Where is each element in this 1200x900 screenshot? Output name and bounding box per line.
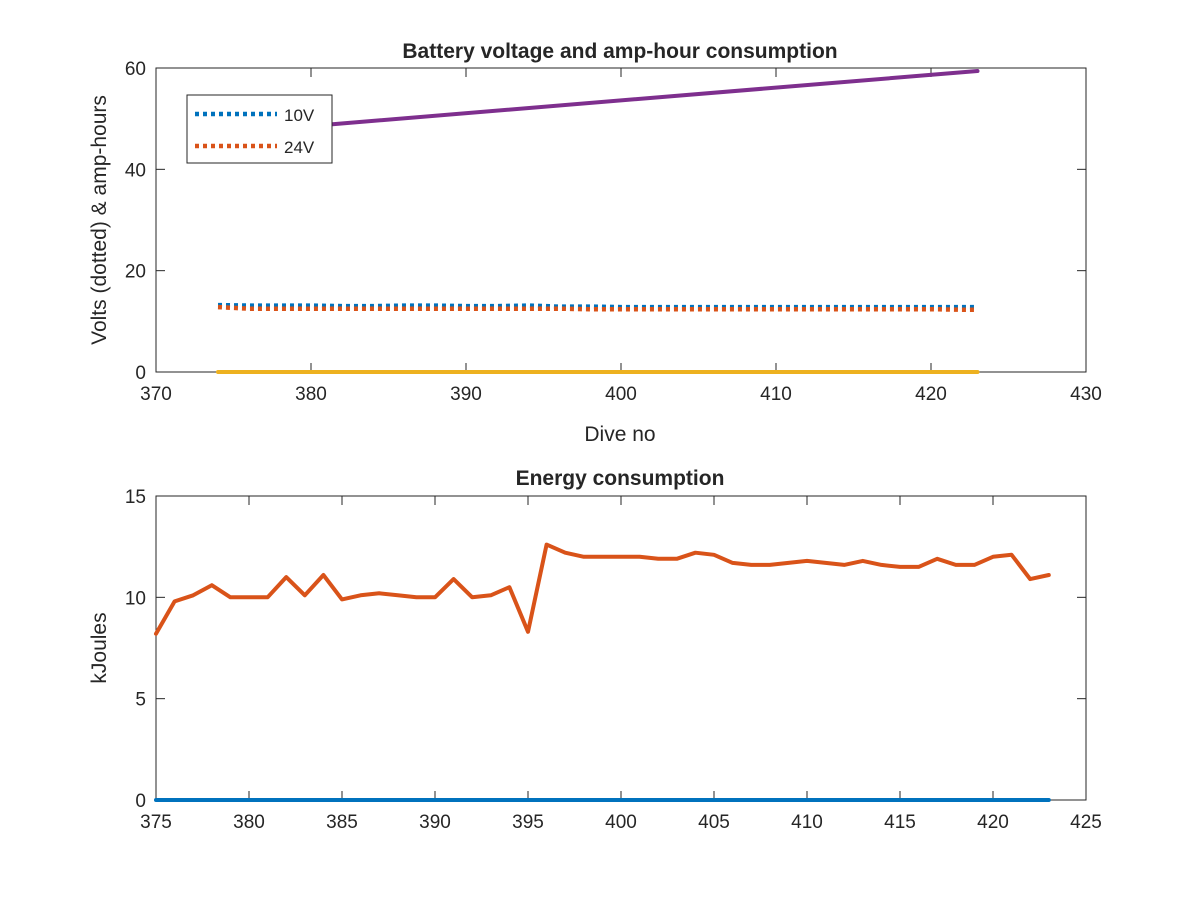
legend-label: 10V bbox=[284, 106, 315, 125]
legend-label: 24V bbox=[284, 138, 315, 157]
x-tick-label: 410 bbox=[760, 384, 792, 405]
y-axis-label: Volts (dotted) & amp-hours bbox=[88, 95, 111, 345]
x-tick-label: 430 bbox=[1070, 384, 1102, 405]
x-tick-label: 415 bbox=[884, 812, 916, 833]
x-tick-label: 375 bbox=[140, 812, 172, 833]
y-tick-label: 20 bbox=[125, 262, 146, 283]
battery-voltage-plot: Battery voltage and amp-hour consumption… bbox=[88, 40, 1102, 446]
y-tick-label: 0 bbox=[135, 791, 146, 812]
legend: 10V 24V bbox=[186, 94, 333, 164]
x-axis-label: Dive no bbox=[584, 423, 655, 446]
legend-box bbox=[186, 94, 333, 164]
x-tick-label: 390 bbox=[419, 812, 451, 833]
x-tick-label: 385 bbox=[326, 812, 358, 833]
x-tick-label: 370 bbox=[140, 384, 172, 405]
x-tick-label: 400 bbox=[605, 812, 637, 833]
plot-title: Energy consumption bbox=[516, 467, 725, 490]
series-line-0 bbox=[154, 542, 1051, 636]
y-tick-label: 5 bbox=[135, 690, 146, 711]
series-line-3 bbox=[324, 69, 980, 127]
y-tick-label: 40 bbox=[125, 160, 146, 181]
axes-box bbox=[155, 495, 1087, 801]
energy-consumption-plot: Energy consumption kJoules 375 380 385 390 3… bbox=[88, 467, 1102, 833]
x-tick-label: 380 bbox=[295, 384, 327, 405]
plot-title: Battery voltage and amp-hour consumption bbox=[402, 40, 837, 63]
x-tick-label: 400 bbox=[605, 384, 637, 405]
x-tick-label: 410 bbox=[791, 812, 823, 833]
y-tick-label: 10 bbox=[125, 588, 146, 609]
x-tick-label: 420 bbox=[977, 812, 1009, 833]
series-line-10v bbox=[217, 302, 978, 310]
x-tick-label: 420 bbox=[915, 384, 947, 405]
x-tick-label: 380 bbox=[233, 812, 265, 833]
x-tick-label: 405 bbox=[698, 812, 730, 833]
y-tick-label: 15 bbox=[125, 487, 146, 508]
series-line-24v bbox=[217, 304, 978, 312]
x-tick-label: 390 bbox=[450, 384, 482, 405]
y-axis-label: kJoules bbox=[88, 612, 111, 683]
x-tick-label: 425 bbox=[1070, 812, 1102, 833]
y-tick-label: 0 bbox=[135, 363, 146, 384]
y-tick-label: 60 bbox=[125, 59, 146, 80]
x-tick-label: 395 bbox=[512, 812, 544, 833]
